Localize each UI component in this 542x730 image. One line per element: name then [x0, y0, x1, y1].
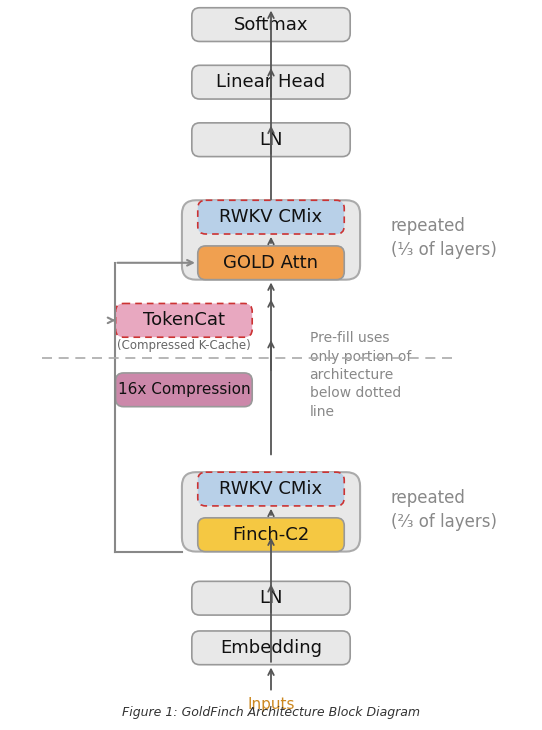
Text: TokenCat: TokenCat: [143, 311, 225, 329]
Text: RWKV CMix: RWKV CMix: [220, 480, 322, 498]
Text: repeated
(²⁄₃ of layers): repeated (²⁄₃ of layers): [391, 489, 497, 531]
Text: (Compressed K-Cache): (Compressed K-Cache): [117, 339, 251, 352]
Text: RWKV CMix: RWKV CMix: [220, 208, 322, 226]
Text: Linear Head: Linear Head: [216, 73, 326, 91]
Text: repeated
(¹⁄₃ of layers): repeated (¹⁄₃ of layers): [391, 217, 496, 258]
Text: 16x Compression: 16x Compression: [118, 383, 250, 397]
FancyBboxPatch shape: [192, 581, 350, 615]
Text: Softmax: Softmax: [234, 15, 308, 34]
FancyBboxPatch shape: [198, 200, 344, 234]
FancyBboxPatch shape: [198, 518, 344, 552]
Text: LN: LN: [259, 131, 283, 149]
Text: Finch-C2: Finch-C2: [233, 526, 309, 544]
Text: Embedding: Embedding: [220, 639, 322, 657]
FancyBboxPatch shape: [182, 200, 360, 280]
FancyBboxPatch shape: [192, 8, 350, 42]
Text: Figure 1: GoldFinch Architecture Block Diagram: Figure 1: GoldFinch Architecture Block D…: [122, 707, 420, 719]
FancyBboxPatch shape: [192, 123, 350, 157]
Text: Pre-fill uses
only portion of
architecture
below dotted
line: Pre-fill uses only portion of architectu…: [309, 331, 411, 419]
FancyBboxPatch shape: [115, 373, 252, 407]
FancyBboxPatch shape: [192, 631, 350, 665]
FancyBboxPatch shape: [115, 304, 252, 337]
Text: GOLD Attn: GOLD Attn: [223, 254, 319, 272]
FancyBboxPatch shape: [192, 65, 350, 99]
FancyBboxPatch shape: [198, 472, 344, 506]
Text: LN: LN: [259, 589, 283, 607]
Text: Inputs: Inputs: [247, 697, 295, 712]
FancyBboxPatch shape: [198, 246, 344, 280]
FancyBboxPatch shape: [182, 472, 360, 552]
